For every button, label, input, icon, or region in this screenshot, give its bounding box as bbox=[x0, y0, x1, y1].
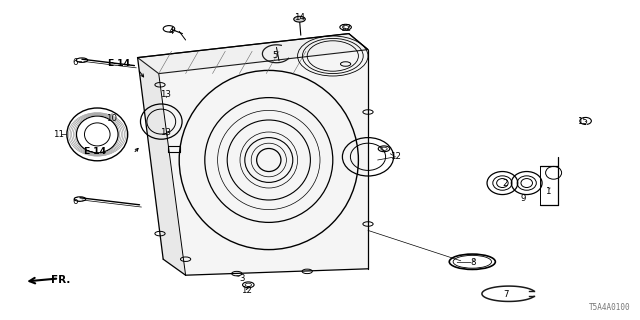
Text: 13: 13 bbox=[159, 90, 171, 99]
Text: 6: 6 bbox=[73, 197, 78, 206]
Text: 15: 15 bbox=[577, 117, 588, 126]
Text: 13: 13 bbox=[159, 128, 171, 137]
Text: 1: 1 bbox=[545, 188, 550, 196]
Text: 11: 11 bbox=[53, 130, 65, 139]
Text: 5: 5 bbox=[273, 52, 278, 60]
Ellipse shape bbox=[294, 16, 305, 22]
Text: 6: 6 bbox=[73, 58, 78, 67]
Text: E-14: E-14 bbox=[83, 148, 106, 156]
Text: 8: 8 bbox=[471, 258, 476, 267]
Text: E-14: E-14 bbox=[107, 60, 130, 68]
Text: 14: 14 bbox=[294, 13, 305, 22]
Polygon shape bbox=[138, 34, 368, 74]
Text: 10: 10 bbox=[106, 114, 118, 123]
Text: 12: 12 bbox=[340, 24, 351, 33]
Text: T5A4A0100: T5A4A0100 bbox=[589, 303, 630, 312]
Polygon shape bbox=[138, 58, 186, 275]
Text: FR.: FR. bbox=[51, 275, 70, 285]
Text: 2: 2 bbox=[503, 180, 508, 188]
Text: 12: 12 bbox=[390, 152, 401, 161]
Text: 7: 7 bbox=[503, 290, 508, 299]
Text: 3: 3 bbox=[239, 274, 244, 283]
Text: 4: 4 bbox=[169, 28, 174, 36]
Text: 12: 12 bbox=[241, 286, 252, 295]
Polygon shape bbox=[159, 50, 368, 275]
Text: 9: 9 bbox=[521, 194, 526, 203]
